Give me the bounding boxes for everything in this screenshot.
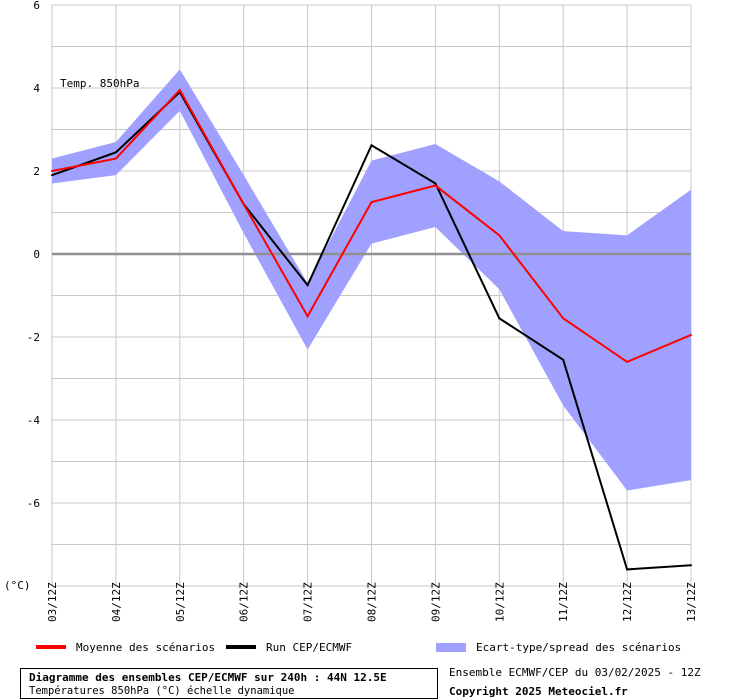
x-tick-label-8: 11/12Z	[557, 582, 570, 622]
mean-swatch	[36, 645, 66, 649]
x-tick-label-4: 07/12Z	[302, 582, 315, 622]
x-tick-label-2: 05/12Z	[174, 582, 187, 622]
series-point-moyenne-6	[434, 184, 437, 187]
series-point-run-5	[370, 144, 373, 147]
series-point-run-9	[626, 568, 629, 571]
series-point-run-6	[434, 182, 437, 185]
y-tick-label-0: 0	[33, 248, 40, 261]
run-swatch	[226, 645, 256, 649]
chart-annotation: Temp. 850hPa	[60, 77, 139, 90]
footer-title-box: Diagramme des ensembles CEP/ECMWF sur 24…	[20, 668, 438, 699]
x-tick-label-3: 06/12Z	[238, 582, 251, 622]
legend-spread-label: Ecart-type/spread des scénarios	[476, 640, 682, 654]
series-point-moyenne-10	[690, 333, 692, 336]
y-tick-label-4: 4	[33, 82, 40, 95]
series-point-run-4	[306, 284, 309, 287]
y-tick-label-2: 2	[33, 165, 40, 178]
series-point-moyenne-1	[114, 157, 117, 160]
series-point-moyenne-3	[242, 203, 245, 206]
ensemble-chart: -6 -4 -2 0 2 4 6 03/12Z 04/12Z 05/12Z 06/12Z 07/12…	[4, 0, 698, 622]
y-tick-label--2: -2	[27, 331, 40, 344]
series-point-moyenne-0	[51, 170, 53, 172]
legend-spread: Ecart-type/spread des scénarios	[436, 640, 681, 654]
x-tick-label-10: 13/12Z	[685, 582, 698, 622]
series-point-run-10	[690, 564, 692, 567]
x-tick-label-5: 08/12Z	[366, 582, 379, 622]
y-tick-labels: -6 -4 -2 0 2 4 6	[27, 0, 41, 510]
legend-run-label: Run CEP/ECMWF	[266, 640, 353, 654]
series-point-run-1	[114, 151, 117, 154]
series-point-moyenne-8	[562, 317, 565, 320]
series-lines	[51, 88, 692, 571]
legend-mean: Moyenne des scénarios	[36, 640, 215, 654]
footer-subtitle: Températures 850hPa (°C) échelle dynamiq…	[29, 685, 295, 697]
footer-title: Diagramme des ensembles CEP/ECMWF sur 24…	[29, 671, 387, 684]
x-tick-label-1: 04/12Z	[110, 582, 123, 622]
y-axis-unit-label: (°C)	[4, 579, 31, 592]
series-point-moyenne-7	[498, 234, 501, 237]
x-tick-labels: 03/12Z 04/12Z 05/12Z 06/12Z 07/12Z 08/12Z 09/1…	[46, 582, 698, 622]
ensemble-info: Ensemble ECMWF/CEP du 03/02/2025 - 12Z	[449, 666, 701, 679]
spread-band-area	[52, 69, 691, 491]
y-tick-label--6: -6	[27, 497, 40, 510]
x-tick-label-7: 10/12Z	[493, 582, 506, 622]
spread-swatch	[436, 642, 466, 652]
y-tick-label-6: 6	[33, 0, 40, 12]
legend-run: Run CEP/ECMWF	[226, 640, 352, 654]
x-tick-label-6: 09/12Z	[429, 582, 442, 622]
series-point-run-0	[51, 174, 53, 177]
spread-band	[52, 69, 691, 491]
series-point-moyenne-9	[626, 360, 629, 363]
y-tick-label--4: -4	[27, 414, 41, 427]
x-tick-label-9: 12/12Z	[621, 582, 634, 622]
series-point-moyenne-5	[370, 201, 373, 204]
legend-mean-label: Moyenne des scénarios	[76, 640, 216, 654]
x-tick-label-0: 03/12Z	[46, 582, 59, 622]
series-point-run-8	[562, 358, 565, 361]
series-point-moyenne-4	[306, 315, 309, 318]
grid-lines	[51, 4, 692, 587]
series-point-moyenne-2	[178, 89, 181, 92]
copyright: Copyright 2025 Meteociel.fr	[449, 685, 628, 698]
series-point-run-7	[498, 317, 501, 320]
